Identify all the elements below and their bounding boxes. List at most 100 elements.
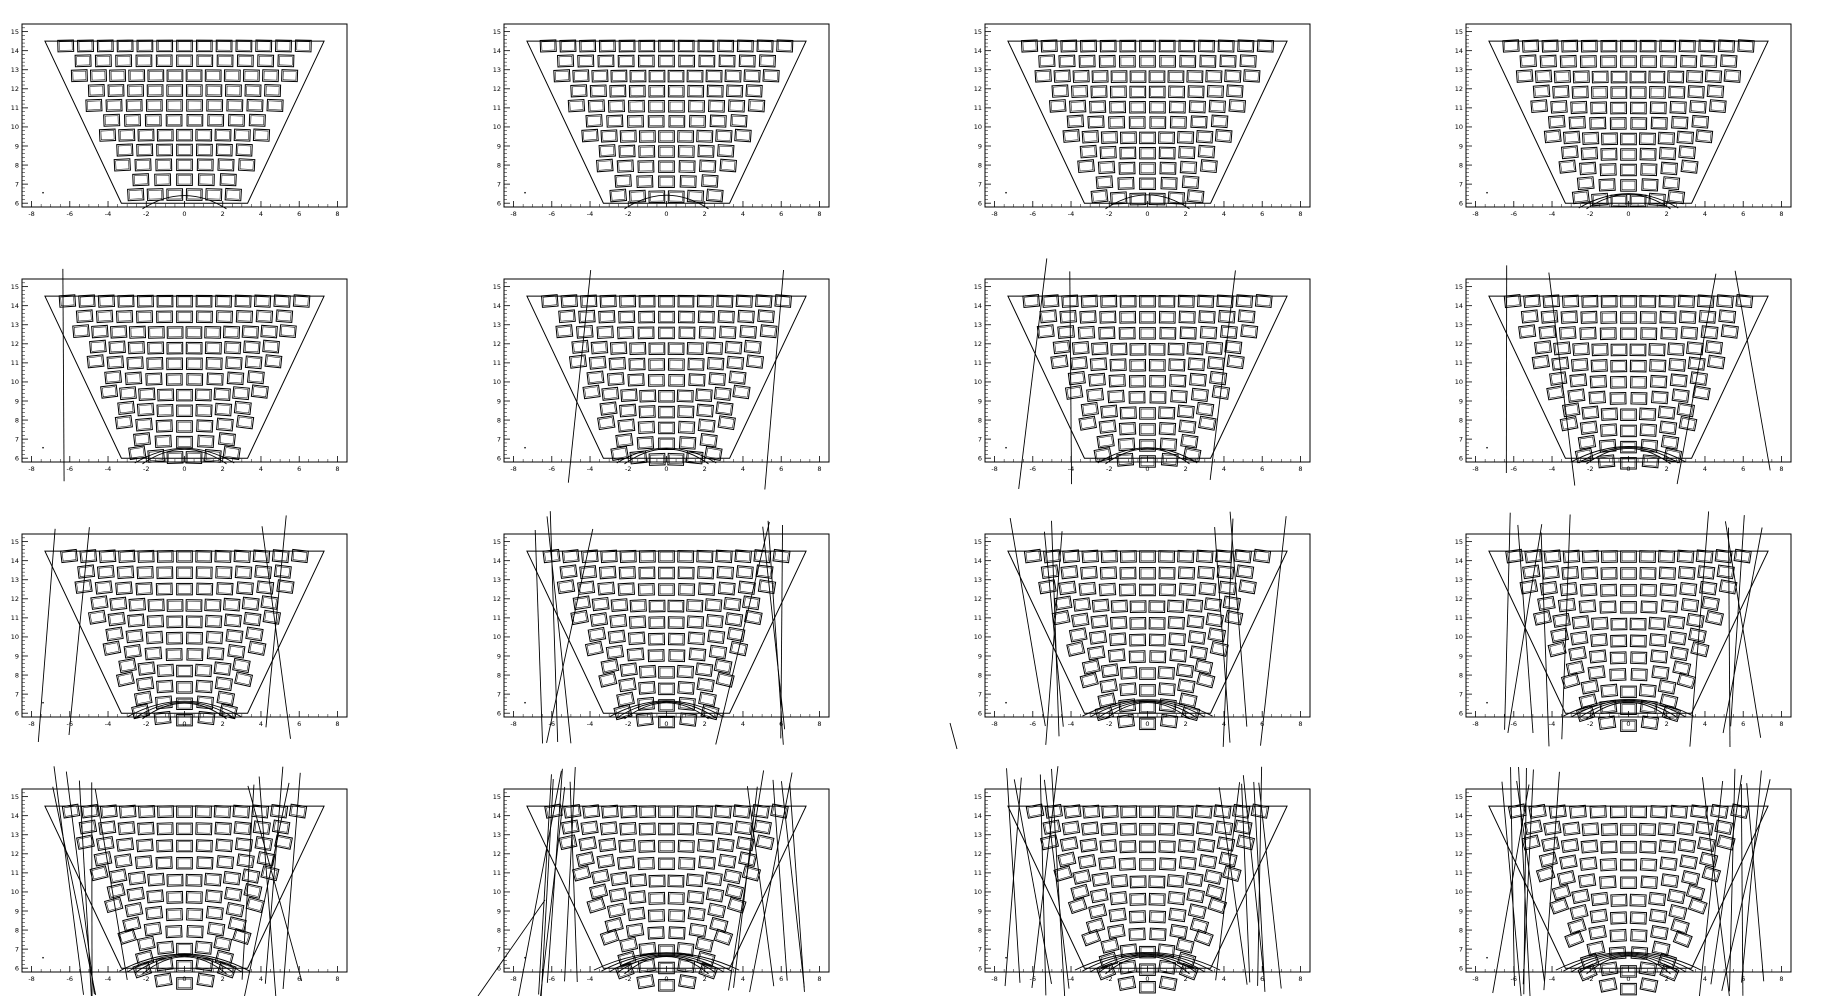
- brick-block: [668, 115, 686, 128]
- brick-block: [127, 613, 145, 628]
- brick-block: [668, 100, 685, 113]
- y-tick-label: 9: [497, 907, 501, 915]
- brick-block: [225, 356, 243, 370]
- brick-block: [609, 341, 628, 355]
- brick-block: [186, 114, 204, 127]
- y-tick-label: 14: [1455, 557, 1463, 565]
- brick-block: [1648, 70, 1666, 84]
- brick-block: [1657, 822, 1676, 837]
- brick-block: [232, 657, 251, 674]
- brick-block: [1120, 805, 1138, 819]
- brick-block: [677, 420, 696, 435]
- brick-block: [741, 865, 762, 882]
- arc-curve: [142, 702, 227, 720]
- brick-block: [1671, 115, 1689, 130]
- brick-block: [668, 374, 686, 387]
- marker-dot: [524, 446, 526, 449]
- brick-block: [156, 294, 174, 308]
- brick-block: [1730, 803, 1750, 819]
- brick-block: [556, 54, 575, 68]
- x-tick-label: -8: [1472, 210, 1478, 218]
- brick-block: [1100, 822, 1119, 836]
- y-tick-label: 14: [493, 557, 501, 565]
- x-tick-label: 4: [741, 720, 745, 728]
- y-tick-label: 8: [497, 671, 501, 679]
- x-tick-label: -2: [1587, 210, 1593, 218]
- y-tick-label: 10: [974, 123, 982, 131]
- brick-block: [1180, 433, 1199, 449]
- brick-block: [1238, 579, 1257, 595]
- brick-block: [1620, 702, 1637, 715]
- stray-line: [1043, 531, 1064, 727]
- brick-block: [125, 628, 144, 644]
- brick-block: [1118, 422, 1137, 436]
- brick-block: [753, 819, 772, 835]
- brick-block: [610, 69, 628, 83]
- brick-block: [1205, 883, 1225, 901]
- brick-block: [1589, 805, 1607, 819]
- arc-curve: [1578, 701, 1679, 719]
- stray-line: [1504, 512, 1511, 730]
- brick-block: [1589, 116, 1607, 130]
- brick-block: [1185, 598, 1204, 613]
- marker-dot: [42, 446, 44, 449]
- brick-block: [1087, 115, 1105, 129]
- brick-block: [1579, 55, 1597, 68]
- brick-block: [128, 597, 147, 612]
- y-tick-label: 9: [1459, 397, 1463, 405]
- x-tick-label: -2: [1587, 465, 1593, 473]
- brick-block: [275, 39, 292, 53]
- brick-block: [688, 647, 707, 662]
- brick-block: [696, 549, 714, 563]
- brick-block: [1091, 598, 1110, 613]
- x-tick-label: -4: [1068, 720, 1074, 728]
- brick-block: [1560, 838, 1580, 853]
- brick-block: [155, 582, 173, 596]
- brick-block: [223, 69, 241, 83]
- brick-block: [1620, 584, 1637, 597]
- brick-block: [685, 873, 704, 888]
- brick-block: [706, 356, 725, 371]
- brick-block: [1098, 419, 1117, 434]
- brick-block: [616, 159, 635, 173]
- brick-block: [1081, 549, 1099, 564]
- brick-block: [667, 84, 685, 98]
- brick-block: [215, 294, 233, 308]
- stray-line: [1740, 784, 1744, 996]
- brick-block: [638, 822, 656, 836]
- stray-line: [258, 776, 277, 996]
- brick-block: [1639, 311, 1657, 324]
- brick-block: [677, 822, 695, 836]
- brick-block: [1119, 406, 1137, 420]
- brick-block: [1139, 840, 1156, 854]
- brick-block: [1523, 819, 1543, 836]
- brick-block: [1620, 823, 1637, 836]
- x-tick-label: 6: [1260, 975, 1264, 983]
- brick-block: [1177, 678, 1196, 694]
- brick-block: [1678, 145, 1697, 160]
- brick-block: [1537, 595, 1556, 612]
- brick-block: [85, 98, 103, 112]
- brick-block: [1696, 294, 1715, 308]
- y-tick-label: 14: [493, 47, 501, 55]
- brick-block: [636, 974, 655, 990]
- brick-block: [1629, 617, 1647, 631]
- y-tick-label: 14: [493, 812, 501, 820]
- brick-block: [596, 325, 614, 340]
- brick-block: [572, 595, 591, 611]
- arc-curve: [593, 952, 740, 971]
- brick-block: [136, 310, 154, 324]
- brick-block: [241, 596, 260, 611]
- brick-block: [1157, 805, 1175, 819]
- brick-block: [116, 565, 135, 580]
- brick-block: [166, 69, 184, 82]
- stray-line: [94, 788, 128, 980]
- brick-block: [225, 628, 244, 644]
- brick-block: [1100, 937, 1120, 954]
- x-tick-label: -2: [1106, 975, 1112, 983]
- brick-block: [755, 294, 773, 308]
- brick-block: [79, 549, 98, 564]
- brick-block: [1148, 600, 1166, 614]
